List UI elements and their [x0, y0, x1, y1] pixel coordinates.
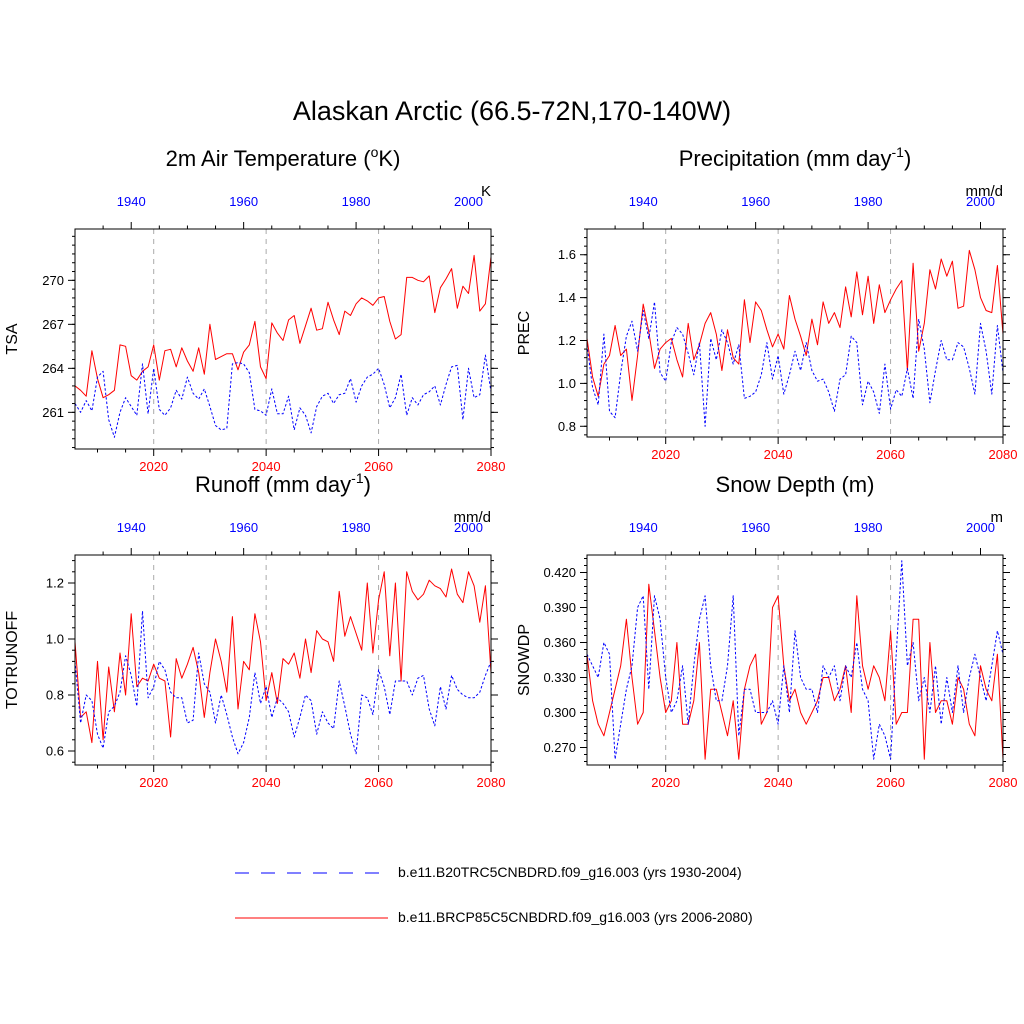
panel-title-superscript: -1	[351, 470, 364, 486]
x-tick-label-top: 1940	[117, 194, 146, 209]
units-label: K	[481, 183, 491, 200]
panel-title-main: 2m Air Temperature (	[166, 146, 372, 171]
x-tick-label-top: 2000	[454, 520, 483, 535]
x-tick-label-top: 1980	[342, 520, 371, 535]
panel-title-main: Precipitation (mm day	[679, 146, 892, 171]
series-line-rcp85	[74, 568, 492, 744]
x-tick-label-top: 1940	[117, 520, 146, 535]
plot-frame	[586, 554, 1004, 766]
panel-title-tail: )	[904, 146, 911, 171]
panel-title: Snow Depth (m)	[716, 472, 875, 497]
y-tick-label: 1.0	[46, 632, 64, 647]
y-tick-label: 1.6	[558, 247, 576, 262]
panel-title-main: Runoff (mm day	[195, 472, 351, 497]
chart-panel-4: Snow Depth (m) m SNOWDP 0.270 0.300 0.330 0.36…	[516, 472, 1017, 790]
series-line-historical	[74, 354, 492, 438]
y-tick-label: 0.330	[543, 670, 576, 685]
series-line-rcp85	[74, 254, 492, 399]
y-tick-label: 0.390	[543, 600, 576, 615]
series-line-rcp85	[586, 249, 1004, 401]
panels: 2m Air Temperature (oK) K TSA 261 264 267 270 2…	[4, 144, 1017, 790]
series-line-rcp85	[586, 583, 1004, 760]
y-axis-label: PREC	[516, 311, 533, 355]
x-tick-label-top: 1960	[229, 194, 258, 209]
x-tick-label-bottom: 2060	[876, 775, 905, 790]
x-tick-label-top: 1960	[741, 194, 770, 209]
legend-label-hist: b.e11.B20TRC5CNBDRD.f09_g16.003 (yrs 193…	[398, 864, 742, 880]
x-tick-label-top: 1960	[229, 520, 258, 535]
x-tick-label-top: 1940	[629, 520, 658, 535]
y-tick-label: 0.360	[543, 635, 576, 650]
units-label: mm/d	[966, 183, 1004, 200]
x-tick-label-bottom: 2040	[764, 447, 793, 462]
series-line-historical	[586, 301, 1004, 427]
x-tick-label-top: 2000	[454, 194, 483, 209]
x-tick-label-bottom: 2020	[139, 459, 168, 474]
units-label: m	[991, 509, 1004, 526]
y-tick-label: 1.2	[558, 333, 576, 348]
x-tick-label-bottom: 2020	[651, 447, 680, 462]
y-tick-label: 1.2	[46, 576, 64, 591]
panel-title-tail: )	[364, 472, 371, 497]
legend-label-future: b.e11.BRCP85C5CNBDRD.f09_g16.003 (yrs 20…	[398, 909, 753, 925]
x-tick-label-top: 1980	[854, 194, 883, 209]
x-tick-label-bottom: 2040	[252, 459, 281, 474]
x-tick-label-top: 2000	[966, 520, 995, 535]
y-axis-label: TOTRUNOFF	[4, 611, 21, 710]
x-tick-label-top: 1980	[342, 194, 371, 209]
units-label: mm/d	[454, 509, 492, 526]
x-tick-label-bottom: 2080	[477, 775, 506, 790]
panel-title-main: Snow Depth (m)	[716, 472, 875, 497]
chart-panel-2: Precipitation (mm day-1) mm/d PREC 0.8 1.0 1.…	[516, 144, 1017, 462]
x-tick-label-bottom: 2080	[989, 447, 1018, 462]
x-tick-label-top: 1940	[629, 194, 658, 209]
figure-title: Alaskan Arctic (66.5-72N,170-140W)	[293, 96, 731, 126]
series-line-historical	[586, 560, 1004, 760]
plot-frame	[74, 228, 492, 450]
y-tick-label: 264	[42, 361, 64, 376]
y-tick-label: 1.4	[558, 290, 576, 305]
y-tick-label: 261	[42, 405, 64, 420]
x-tick-label-top: 1980	[854, 520, 883, 535]
legend: b.e11.B20TRC5CNBDRD.f09_g16.003 (yrs 193…	[235, 864, 753, 925]
y-tick-label: 0.8	[46, 688, 64, 703]
x-tick-label-bottom: 2040	[764, 775, 793, 790]
y-axis-label: SNOWDP	[516, 624, 533, 696]
panel-title-superscript: -1	[891, 144, 904, 160]
x-tick-label-top: 2000	[966, 194, 995, 209]
y-axis-label: TSA	[4, 323, 21, 354]
y-tick-label: 0.6	[46, 744, 64, 759]
x-tick-label-bottom: 2040	[252, 775, 281, 790]
panel-title: Runoff (mm day-1)	[195, 470, 371, 497]
x-tick-label-bottom: 2020	[651, 775, 680, 790]
panel-title-superscript: o	[371, 144, 379, 160]
x-tick-label-bottom: 2060	[364, 775, 393, 790]
series-line-historical	[74, 610, 492, 755]
x-tick-label-bottom: 2020	[139, 775, 168, 790]
panel-title-tail: K)	[378, 146, 400, 171]
x-tick-label-top: 1960	[741, 520, 770, 535]
plot-frame	[74, 554, 492, 766]
x-tick-label-bottom: 2080	[477, 459, 506, 474]
y-tick-label: 1.0	[558, 376, 576, 391]
y-tick-label: 270	[42, 273, 64, 288]
chart-panel-1: 2m Air Temperature (oK) K TSA 261 264 267 270 2…	[4, 144, 505, 474]
y-tick-label: 0.300	[543, 705, 576, 720]
x-tick-label-bottom: 2080	[989, 775, 1018, 790]
y-tick-label: 0.420	[543, 565, 576, 580]
y-tick-label: 0.8	[558, 419, 576, 434]
chart-panel-3: Runoff (mm day-1) mm/d TOTRUNOFF 0.6 0.8 1.0 1…	[4, 470, 505, 790]
x-tick-label-bottom: 2060	[876, 447, 905, 462]
x-tick-label-bottom: 2060	[364, 459, 393, 474]
panel-title: 2m Air Temperature (oK)	[166, 144, 401, 171]
plot-frame	[586, 228, 1004, 438]
y-tick-label: 267	[42, 317, 64, 332]
panel-title: Precipitation (mm day-1)	[679, 144, 912, 171]
y-tick-label: 0.270	[543, 740, 576, 755]
